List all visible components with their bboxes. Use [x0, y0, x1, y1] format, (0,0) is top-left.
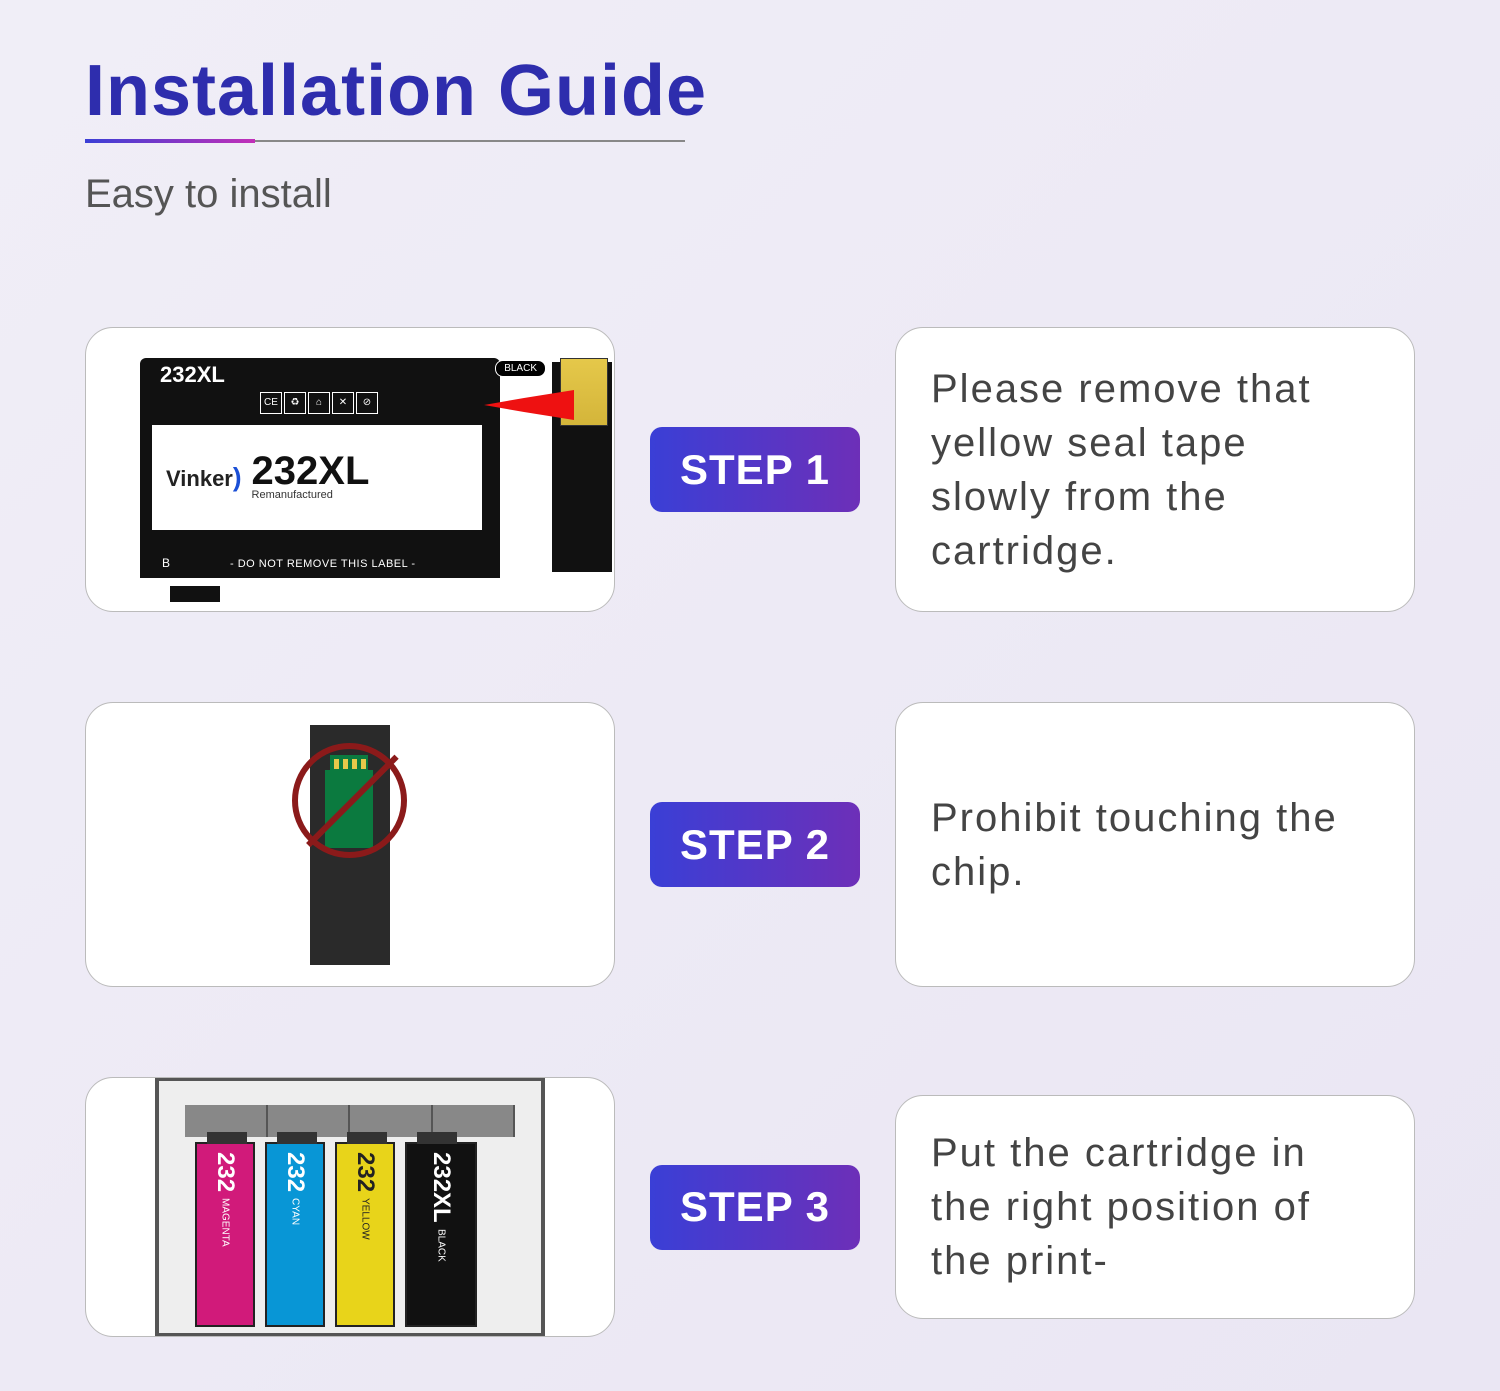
- slot-black: 232XL BLACK: [405, 1142, 477, 1327]
- step-2-illustration: [85, 702, 615, 987]
- cartridge-warning: - DO NOT REMOVE THIS LABEL -: [230, 558, 416, 570]
- cartridge-illustration: 232XL BLACK CE♻⌂✕⊘ Vinker) 232XL Remanuf…: [140, 350, 560, 590]
- step-2-description-box: Prohibit touching the chip.: [895, 702, 1415, 987]
- cartridge-brand: Vinker): [166, 462, 242, 493]
- red-arrow-icon: [484, 390, 574, 420]
- step-3-badge: STEP 3: [650, 1165, 860, 1250]
- cartridge-model: 232XL: [252, 453, 370, 489]
- title-underline: [85, 140, 685, 142]
- step-3-description-box: Put the cartridge in the right position …: [895, 1095, 1415, 1319]
- step-1-description: Please remove that yellow seal tape slow…: [931, 362, 1379, 578]
- cartridge-top-badge: BLACK: [495, 360, 546, 377]
- step-3-illustration: 232 MAGENTA 232 CYAN 232 YELLOW 232XL BL…: [85, 1077, 615, 1337]
- cartridge-reman: Remanufactured: [252, 489, 370, 501]
- step-3-description: Put the cartridge in the right position …: [931, 1126, 1379, 1288]
- step-1-badge: STEP 1: [650, 427, 860, 512]
- slot-magenta: 232 MAGENTA: [195, 1142, 255, 1327]
- step-2-description: Prohibit touching the chip.: [931, 791, 1379, 899]
- cartridge-label: Vinker) 232XL Remanufactured: [152, 425, 482, 530]
- slot-cyan: 232 CYAN: [265, 1142, 325, 1327]
- step-row-2: STEP 2 Prohibit touching the chip.: [85, 702, 1415, 987]
- step-row-3: 232 MAGENTA 232 CYAN 232 YELLOW 232XL BL…: [85, 1077, 1415, 1337]
- printer-slots-illustration: 232 MAGENTA 232 CYAN 232 YELLOW 232XL BL…: [155, 1077, 545, 1337]
- page-title: Installation Guide: [85, 50, 1415, 132]
- prohibit-icon: [292, 743, 407, 858]
- page-subtitle: Easy to install: [85, 172, 1415, 217]
- step-row-1: 232XL BLACK CE♻⌂✕⊘ Vinker) 232XL Remanuf…: [85, 327, 1415, 612]
- cartridge-cert-icons: CE♻⌂✕⊘: [260, 392, 378, 414]
- cartridge-letter: B: [162, 556, 170, 570]
- chip-illustration: [230, 725, 470, 965]
- slot-yellow: 232 YELLOW: [335, 1142, 395, 1327]
- cartridge-top-model: 232XL: [160, 362, 225, 388]
- step-2-badge: STEP 2: [650, 802, 860, 887]
- cartridge-slots: 232 MAGENTA 232 CYAN 232 YELLOW 232XL BL…: [195, 1142, 477, 1327]
- step-1-illustration: 232XL BLACK CE♻⌂✕⊘ Vinker) 232XL Remanuf…: [85, 327, 615, 612]
- step-1-description-box: Please remove that yellow seal tape slow…: [895, 327, 1415, 612]
